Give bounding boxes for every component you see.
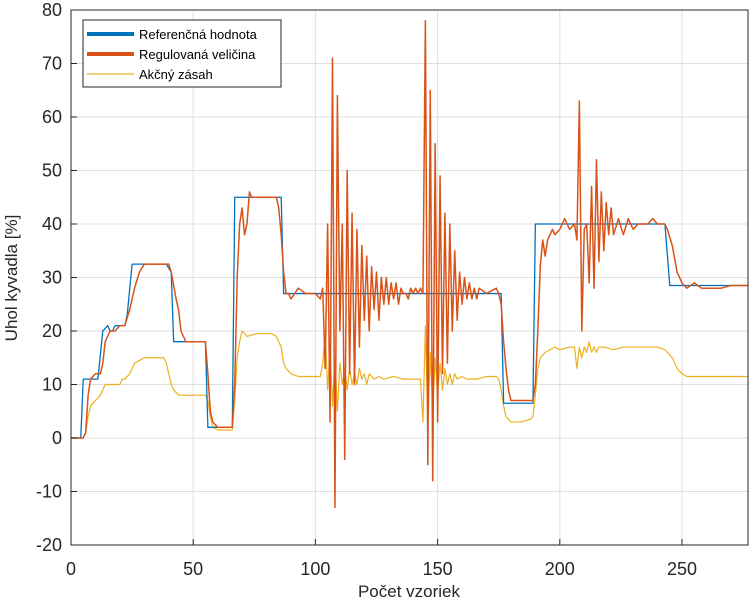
y-tick-label: 50 <box>42 161 62 181</box>
x-tick-label: 0 <box>66 559 76 579</box>
legend-entry-label: Akčný zásah <box>139 67 213 82</box>
x-tick-label: 100 <box>300 559 330 579</box>
y-axis-label: Uhol kyvadla [%] <box>2 215 21 342</box>
series-lines <box>71 19 748 509</box>
x-tick-label: 150 <box>423 559 453 579</box>
y-tick-label: 10 <box>42 375 62 395</box>
x-tick-label: 50 <box>183 559 203 579</box>
y-tick-label: 80 <box>42 0 62 20</box>
y-tick-label: 40 <box>42 214 62 234</box>
series-action-line <box>71 325 748 439</box>
legend: Referenčná hodnota Regulovaná veličina Akč… <box>82 19 282 88</box>
series-regulated-line <box>71 19 748 509</box>
y-tick-label: 60 <box>42 107 62 127</box>
y-tick-label: 0 <box>52 428 62 448</box>
axes-frame <box>70 9 749 546</box>
y-tick-label: 30 <box>42 268 62 288</box>
legend-entry-label: Regulovaná veličina <box>139 47 256 62</box>
plot-frame <box>70 9 749 546</box>
x-axis-label: Počet vzoriek <box>358 582 461 601</box>
y-tick-label: -20 <box>36 535 62 555</box>
legend-entry-label: Referenčná hodnota <box>139 27 258 42</box>
y-tick-label: 20 <box>42 321 62 341</box>
grid-lines <box>71 10 748 545</box>
y-tick-label: 70 <box>42 54 62 74</box>
y-tick-label: -10 <box>36 482 62 502</box>
axis-ticks: 0 50 100 150 200 250 -20 -10 0 10 20 30 40 50 60 70 80 <box>36 0 697 579</box>
x-tick-label: 250 <box>667 559 697 579</box>
x-tick-label: 200 <box>545 559 575 579</box>
